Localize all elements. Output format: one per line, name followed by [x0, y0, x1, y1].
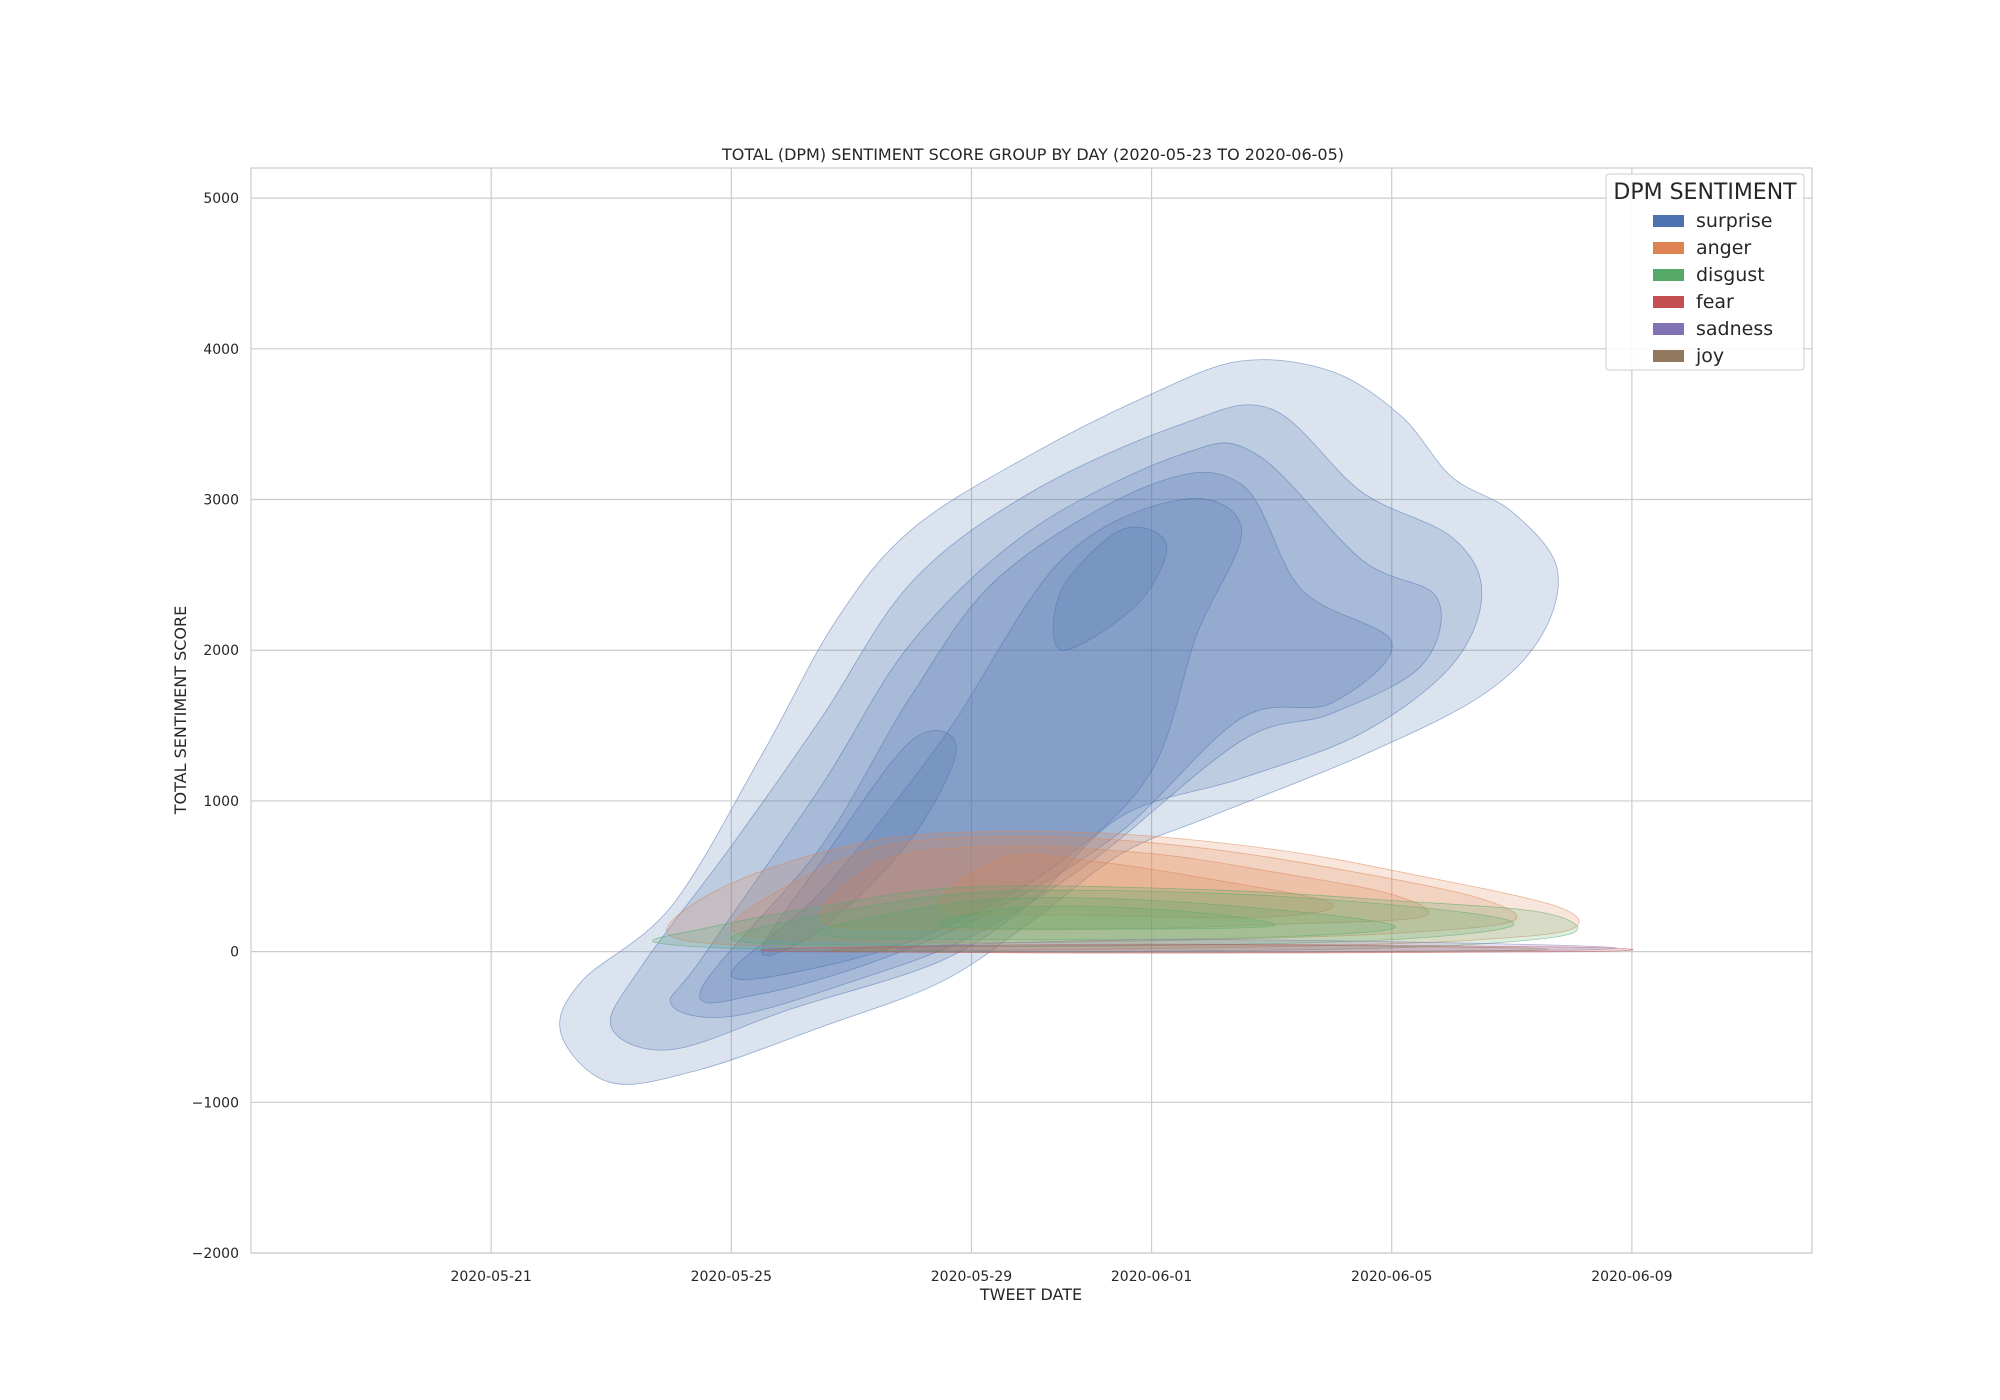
density-contours — [559, 359, 1634, 1085]
density-contour-anger — [938, 854, 1334, 919]
legend-swatch-fear — [1653, 296, 1684, 308]
x-tick-label: 2020-06-09 — [1591, 1269, 1672, 1285]
legend-swatch-sadness — [1653, 323, 1684, 335]
density-contour-anger — [819, 845, 1430, 931]
legend-label-disgust: disgust — [1696, 264, 1765, 286]
legend-swatch-disgust — [1653, 269, 1684, 281]
x-tick-label: 2020-05-25 — [691, 1269, 772, 1285]
chart-title: TOTAL (DPM) SENTIMENT SCORE GROUP BY DAY… — [721, 145, 1344, 164]
y-axis: 5000 4000 3000 2000 1000 0 −1000 −2000 — [192, 191, 239, 1262]
y-tick-label: 4000 — [203, 342, 239, 358]
density-contour-disgust — [816, 897, 1396, 941]
density-contour-surprise — [699, 471, 1393, 1004]
x-tick-label: 2020-06-05 — [1351, 1269, 1432, 1285]
y-tick-label: −1000 — [192, 1095, 239, 1111]
legend-swatch-surprise — [1653, 215, 1684, 227]
legend-label-fear: fear — [1696, 291, 1734, 313]
density-contour-disgust — [936, 905, 1275, 930]
density-contour-surprise — [669, 442, 1442, 1018]
series-joy — [830, 944, 1550, 953]
x-axis: 2020-05-21 2020-05-25 2020-05-29 2020-06-01… — [450, 1269, 1672, 1285]
density-contour-joy — [830, 944, 1550, 953]
legend-label-sadness: sadness — [1696, 318, 1773, 340]
y-tick-label: 0 — [230, 945, 239, 961]
y-axis-label: TOTAL SENTIMENT SCORE — [171, 606, 190, 815]
legend-swatch-anger — [1653, 242, 1684, 254]
legend-items: surprise anger disgust fear sadness joy — [1653, 210, 1773, 367]
legend: DPM SENTIMENT surprise anger disgust fear sa… — [1605, 173, 1805, 371]
x-axis-label: TWEET DATE — [979, 1285, 1082, 1304]
y-tick-label: 2000 — [203, 643, 239, 659]
x-tick-label: 2020-05-21 — [450, 1269, 531, 1285]
legend-label-anger: anger — [1696, 237, 1751, 259]
density-contour-sadness — [896, 939, 1618, 953]
legend-label-joy: joy — [1695, 345, 1724, 367]
y-tick-label: 1000 — [203, 794, 239, 810]
legend-swatch-joy — [1653, 350, 1684, 362]
series-sadness — [896, 939, 1618, 953]
y-tick-label: −2000 — [192, 1246, 239, 1262]
series-disgust — [652, 885, 1578, 952]
series-surprise — [559, 359, 1559, 1085]
y-tick-label: 3000 — [203, 493, 239, 509]
density-contour-surprise — [1052, 526, 1168, 651]
y-tick-label: 5000 — [203, 191, 239, 207]
legend-title: DPM SENTIMENT — [1613, 180, 1797, 205]
x-tick-label: 2020-05-29 — [931, 1269, 1012, 1285]
legend-label-surprise: surprise — [1696, 210, 1773, 232]
x-tick-label: 2020-06-01 — [1111, 1269, 1192, 1285]
